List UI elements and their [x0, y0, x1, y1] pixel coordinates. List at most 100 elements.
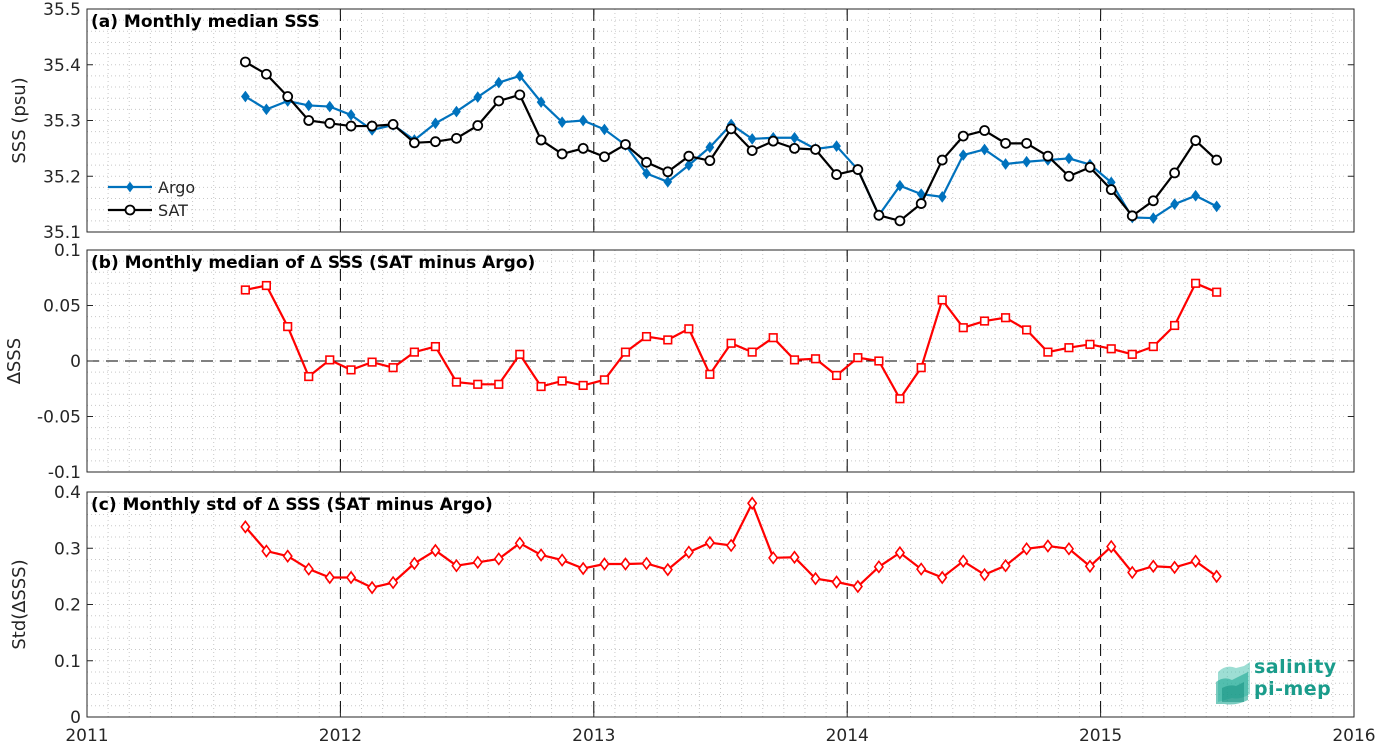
- data-point: [345, 570, 357, 585]
- data-point: [916, 562, 927, 576]
- data-point: [494, 76, 504, 89]
- data-point: [557, 116, 567, 129]
- data-point: [1105, 184, 1117, 196]
- x-tick-label: 2015: [1079, 726, 1122, 745]
- data-point: [241, 90, 250, 103]
- data-point: [578, 380, 588, 391]
- legend-marker: [124, 204, 136, 216]
- data-point: [873, 559, 884, 574]
- data-point: [536, 96, 546, 108]
- panel-a: 35.1 35.2 35.3 35.4 35.5 SSS (psu) (a) Monthly…: [9, 0, 1355, 243]
- data-point: [662, 166, 674, 178]
- data-point: [599, 557, 610, 571]
- data-point: [1148, 341, 1158, 352]
- data-point: [556, 148, 568, 160]
- data-point: [494, 379, 504, 389]
- data-point: [515, 70, 525, 82]
- data-point: [557, 376, 567, 386]
- data-point: [387, 119, 399, 130]
- data-point: [472, 120, 484, 131]
- data-point: [831, 370, 842, 381]
- data-point: [937, 570, 948, 585]
- y-tick-label: 35.2: [43, 167, 81, 187]
- data-point: [430, 136, 441, 148]
- y-tick-label: 0.05: [43, 297, 81, 317]
- data-point: [937, 295, 947, 305]
- data-point: [1021, 541, 1032, 556]
- data-point: [261, 544, 272, 558]
- data-point: [1000, 313, 1011, 323]
- data-point: [979, 125, 990, 136]
- data-point: [746, 145, 758, 157]
- data-point: [1106, 344, 1116, 354]
- data-point: [451, 558, 462, 573]
- data-point: [1064, 152, 1074, 165]
- data-point: [662, 562, 673, 577]
- y-tick-label: -0.1: [48, 463, 81, 483]
- data-point: [599, 375, 610, 385]
- logo-text-line2: pi-mep: [1254, 678, 1332, 700]
- data-point: [1169, 560, 1180, 575]
- data-point: [451, 377, 462, 387]
- data-point: [408, 137, 420, 149]
- data-point: [1022, 325, 1032, 335]
- data-point: [1127, 349, 1137, 359]
- data-point: [980, 143, 989, 156]
- y-tick-label: 35.3: [43, 112, 81, 132]
- data-point: [1042, 539, 1054, 553]
- data-point: [303, 562, 314, 576]
- data-point: [852, 164, 864, 175]
- series-argo: [241, 70, 1222, 224]
- data-point: [1212, 200, 1222, 213]
- data-point: [894, 545, 906, 560]
- data-point: [684, 324, 694, 334]
- data-point: [261, 68, 272, 80]
- data-point: [557, 553, 568, 567]
- y-tick-label: 35.1: [43, 223, 81, 243]
- data-point: [1042, 150, 1054, 162]
- data-point: [1000, 137, 1011, 149]
- data-point: [620, 347, 631, 357]
- data-point: [747, 347, 757, 357]
- y-tick-label: -0.05: [37, 408, 81, 428]
- data-point: [535, 548, 547, 562]
- logo-mark-icon: [1216, 662, 1250, 705]
- data-point: [325, 100, 335, 113]
- legend-marker: [125, 181, 135, 193]
- y-tick-label: 0.1: [54, 241, 81, 261]
- data-point: [1022, 155, 1031, 168]
- y-tick-label: 35.4: [43, 56, 81, 76]
- data-point: [366, 580, 378, 595]
- data-point: [1191, 278, 1201, 288]
- data-point: [1190, 135, 1202, 146]
- data-point: [958, 554, 969, 569]
- data-point: [810, 144, 821, 155]
- y-tick-label: 0.3: [54, 539, 81, 559]
- data-point: [1063, 170, 1075, 182]
- data-point: [790, 131, 799, 144]
- x-tick-label: 2012: [319, 726, 362, 745]
- data-point: [514, 536, 525, 551]
- data-point: [1169, 320, 1180, 331]
- y-tick-label: 0.4: [54, 483, 81, 503]
- data-point: [493, 95, 505, 107]
- data-point: [282, 91, 294, 102]
- data-point: [472, 555, 483, 570]
- data-point: [514, 89, 526, 101]
- x-tick-label: 2011: [65, 726, 108, 745]
- data-point: [1043, 347, 1053, 357]
- data-point: [473, 379, 483, 389]
- data-point: [1148, 212, 1158, 224]
- data-point: [704, 535, 715, 550]
- data-point: [599, 151, 610, 163]
- data-point: [1190, 554, 1201, 569]
- data-point: [705, 141, 715, 154]
- data-point: [366, 120, 378, 132]
- data-point: [853, 353, 863, 363]
- data-point: [1106, 539, 1117, 554]
- data-point: [641, 556, 652, 571]
- y-tick-label: 0.2: [54, 596, 81, 616]
- data-point: [1212, 287, 1222, 297]
- data-point: [895, 179, 905, 192]
- data-point: [388, 363, 398, 373]
